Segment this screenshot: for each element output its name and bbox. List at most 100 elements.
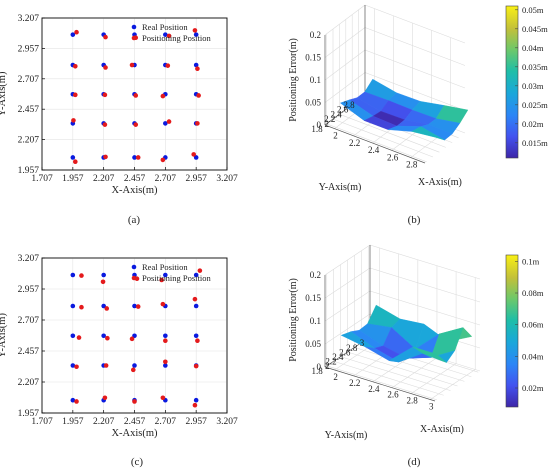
panel-c-real-point: [193, 333, 199, 339]
panel-a-positioning-point: [73, 159, 78, 165]
panel-a-positioning-point: [103, 34, 108, 40]
panel-d-xlabel: X-Axis(m): [420, 424, 464, 435]
panel-c-legend-label: Positioning Position: [142, 273, 211, 283]
panel-b-ytick-label: 2.4: [331, 109, 343, 119]
panel-c-positioning-point: [104, 306, 110, 311]
panel-a-positioning-point: [133, 93, 139, 98]
panel-a-real-point: [163, 121, 168, 126]
panel-b-side-grid: [324, 49, 366, 81]
panel-b-ytick-label: 2.6: [337, 105, 349, 115]
panel-a-real-point: [163, 32, 168, 37]
panel-d-ytick-label: 2.8: [346, 343, 358, 353]
panel-c-positioning-point: [132, 399, 137, 404]
panel-a-real-point: [132, 155, 137, 160]
panel-d-surface: 00.050.10.150.222.22.42.62.831.8 22.22.42…: [288, 244, 544, 441]
panel-a-real-point: [70, 155, 76, 160]
panel-a-xtick-label: 3.207: [216, 174, 238, 184]
panel-d-xtick-label: 2.6: [387, 390, 399, 400]
panel-b-colorbar-label: 0.04m: [522, 43, 544, 53]
panel-c-positioning-point: [102, 395, 108, 401]
panel-a-real-point: [70, 32, 76, 37]
panel-c-ytick-label: 2.707: [18, 316, 40, 326]
panel-c-real-point: [132, 333, 137, 339]
panel-c-real-point: [193, 397, 199, 403]
panel-a-positioning-point: [160, 157, 166, 163]
panel-a-xtick-label: 2.957: [185, 174, 207, 184]
panel-a-positioning-point: [73, 92, 78, 98]
panel-b-ztick-label: 0: [317, 120, 322, 130]
panel-b-back-grid: [364, 72, 466, 111]
panel-b-colorbar-label: 0.015m: [522, 138, 548, 148]
panel-c-legend-label: Real Position: [142, 262, 188, 272]
panel-d-ztick-label: 0.15: [305, 293, 321, 303]
panel-c-positioning-point: [100, 279, 106, 285]
panel-c-real-point: [163, 333, 168, 339]
panel-b-ztick-label: 0.2: [310, 30, 321, 40]
panel-d-xtick-label: 2.4: [368, 384, 380, 394]
panel-b-ztick-label: 0.15: [305, 53, 321, 63]
panel-b-xtick-label: 2.2: [349, 138, 360, 148]
panel-a-positioning-point: [165, 63, 171, 68]
panel-a-positioning-point: [133, 122, 139, 127]
panel-a-positioning-point: [102, 122, 108, 127]
panel-c-ytick-label: 1.957: [18, 409, 40, 419]
panel-c-positioning-point: [163, 359, 168, 365]
panel-d-back-grid: [369, 244, 481, 280]
panel-a-ytick-label: 3.207: [18, 14, 40, 24]
panel-c-real-point: [132, 303, 137, 309]
panel-c-positioning-point: [79, 273, 84, 278]
panel-c-positioning-point: [192, 296, 198, 302]
panel-c-real-point: [193, 303, 199, 309]
panel-d-xtick-label: 2: [333, 372, 338, 382]
panel-c-ytick-label: 2.207: [18, 378, 40, 388]
panel-d-ytick-label: 3: [360, 338, 365, 348]
panel-c-ytick-label: 3.207: [18, 254, 40, 264]
panel-b-ytick-label: 2.8: [343, 100, 355, 110]
panel-d-ytick-label: 2.6: [339, 347, 351, 357]
panel-b-floor-grid: [332, 118, 434, 158]
panel-b-ztick-label: 0.1: [310, 75, 321, 85]
panel-a-xlabel: X-Axis(m): [111, 185, 158, 196]
panel-c-positioning-point: [192, 402, 198, 408]
panel-a-positioning-point: [196, 93, 201, 98]
panel-b-side-grid: [324, 4, 366, 36]
panel-c-positioning-point: [163, 338, 168, 344]
panel-b-ytick-label: 2: [325, 119, 330, 129]
panel-a-axes-box: [41, 17, 228, 171]
panel-c-positioning-point: [76, 335, 82, 340]
panel-b-zlabel: Positioning Error(m): [288, 38, 299, 122]
panel-d-xtick-label: 2.2: [349, 378, 360, 388]
panel-b-surface: 00.050.10.150.222.22.42.62.81.8 22.22.42.…: [288, 4, 548, 193]
panel-d-floor-grid: [354, 347, 465, 382]
panel-c-positioning-point: [160, 395, 166, 401]
panel-b-back-grid: [364, 27, 466, 66]
panel-a-xtick-label: 2.457: [124, 174, 146, 184]
panel-a-positioning-point: [103, 154, 108, 160]
panel-b-xtick-label: 2: [333, 131, 338, 141]
panel-d-ytick-label: 2.2: [325, 357, 336, 367]
panel-c-real-point: [70, 333, 76, 339]
panel-a-positioning-point: [160, 93, 166, 99]
panel-c-axes-box: [41, 257, 228, 414]
panel-c-positioning-point: [74, 399, 79, 404]
panel-c-real-point: [70, 397, 76, 403]
panel-c-real-point: [101, 333, 106, 339]
panel-b-xtick-label: 2.6: [387, 152, 399, 162]
panel-d-zlabel: Positioning Error(m): [288, 278, 299, 362]
panel-c-real-point: [101, 272, 106, 278]
panel-c-positioning-point: [129, 336, 135, 342]
panel-c-positioning-point: [193, 363, 199, 369]
panel-b-x-axis: [324, 124, 426, 164]
panel-a-positioning-point: [166, 119, 172, 124]
panel-c-positioning-point: [74, 364, 79, 370]
panel-d-floor-grid: [333, 360, 444, 396]
panel-a-positioning-point: [192, 28, 198, 33]
panel-c-xlabel: X-Axis(m): [111, 428, 158, 439]
panel-c-positioning-point: [103, 363, 109, 368]
panel-d-ylabel: Y-Axis(m): [325, 430, 368, 441]
panel-c-real-point: [163, 272, 168, 278]
panel-c-positioning-point: [160, 301, 166, 307]
panel-a-scatter: 1.707 1.957 2.207 2.457 2.707 2.957 3.2071.957…: [0, 14, 238, 196]
panel-d-colorbar-label: 0.04m: [522, 351, 544, 361]
panel-d-ytick-label: 2.4: [332, 352, 344, 362]
